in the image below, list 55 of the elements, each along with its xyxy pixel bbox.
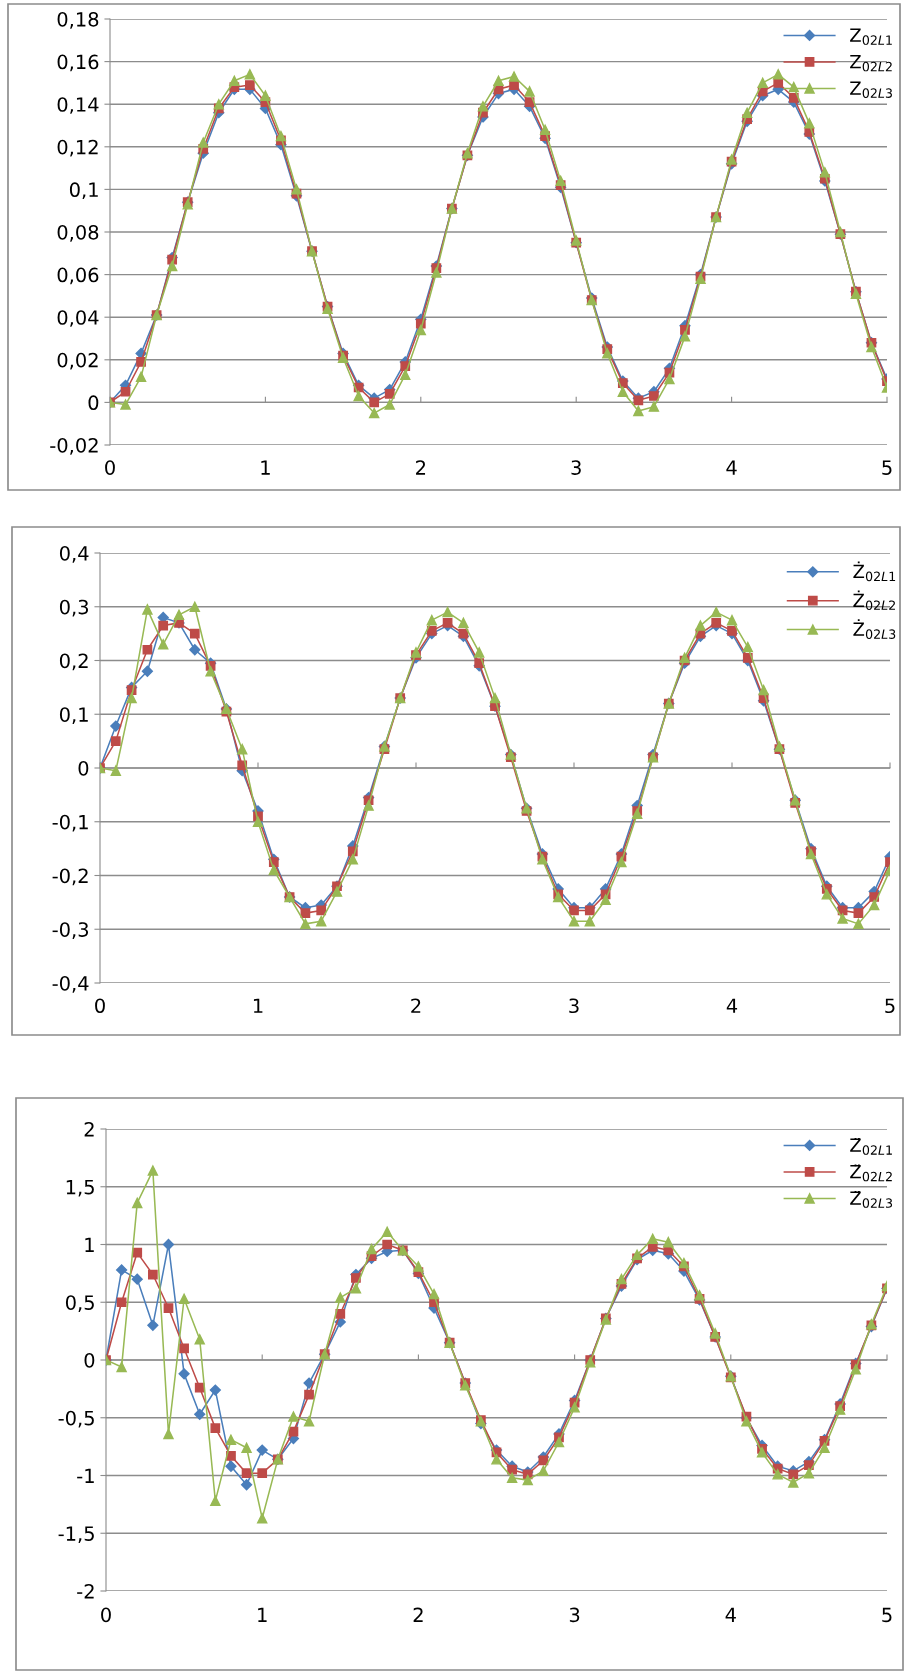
- y-tick-label: 0,2: [59, 653, 88, 671]
- legend-label: Ż$_{02L3}$: [853, 619, 896, 639]
- x-tick-label: 4: [725, 1607, 736, 1622]
- x-tick-label: 2: [411, 998, 421, 1013]
- x-tick-label: 1: [258, 1607, 267, 1622]
- x-tick-label: 5: [882, 1607, 892, 1623]
- y-tick-label: 0,04: [57, 310, 99, 327]
- x-tick-label: 0: [105, 460, 115, 475]
- x-tick-label: 5: [882, 460, 892, 475]
- y-tick-label: -0,02: [50, 437, 98, 455]
- y-tick-label: 0: [88, 395, 99, 411]
- legend-label: Ż$_{02L2}$: [853, 590, 895, 611]
- y-tick-label: -0,3: [52, 922, 89, 939]
- y-tick-label: 0,16: [57, 54, 99, 72]
- x-tick-label: 4: [726, 460, 737, 475]
- y-tick-label: 1,5: [66, 1179, 94, 1197]
- x-tick-label: 2: [416, 460, 426, 475]
- y-tick-label: 0,14: [57, 97, 99, 114]
- y-tick-label: 0: [78, 760, 89, 776]
- y-tick-label: 0,5: [65, 1295, 94, 1312]
- x-tick-label: 0: [101, 1607, 111, 1623]
- y-tick-label: 0,08: [57, 224, 99, 242]
- y-tick-label: 0,02: [57, 352, 98, 370]
- y-tick-label: 0,06: [57, 267, 99, 285]
- y-tick-label: 0,1: [69, 182, 98, 200]
- legend-label: Z̈$_{02L2}$: [850, 1164, 892, 1182]
- y-tick-label: -0,2: [52, 868, 88, 886]
- y-tick-label: -0,1: [52, 814, 88, 832]
- y-tick-label: -0,4: [52, 975, 89, 993]
- legend-label: Z$_{02L2}$: [850, 55, 892, 72]
- x-tick-label: 1: [253, 998, 263, 1013]
- y-tick-label: 0,12: [57, 139, 98, 157]
- legend-label: Z̈$_{02L1}$: [850, 1138, 892, 1155]
- x-tick-label: 4: [726, 998, 738, 1013]
- x-tick-label: 5: [885, 998, 895, 1014]
- x-tick-label: 1: [261, 460, 270, 475]
- y-tick-label: 0: [84, 1352, 95, 1368]
- y-tick-label: 0,4: [59, 545, 89, 563]
- y-tick-label: -1: [77, 1468, 94, 1483]
- y-tick-label: -0,5: [58, 1410, 94, 1428]
- x-tick-label: 3: [569, 998, 579, 1014]
- y-tick-label: 0,1: [59, 707, 88, 724]
- y-tick-label: 1: [85, 1237, 94, 1252]
- legend-label: Z$_{02L3}$: [850, 81, 892, 98]
- legend-label: Z̈$_{02L3}$: [850, 1191, 893, 1208]
- x-tick-label: 2: [413, 1607, 423, 1622]
- legend-label: Z$_{02L1}$: [850, 28, 892, 45]
- y-tick-label: 2: [84, 1121, 94, 1137]
- y-tick-label: 0,18: [57, 11, 99, 29]
- y-tick-label: -2: [77, 1583, 94, 1599]
- y-tick-label: 0,3: [59, 599, 89, 617]
- y-tick-label: -1,5: [58, 1526, 94, 1543]
- x-tick-label: 3: [571, 460, 581, 475]
- x-tick-label: 3: [569, 1607, 580, 1623]
- legend-label: Ż$_{02L1}$: [853, 561, 896, 582]
